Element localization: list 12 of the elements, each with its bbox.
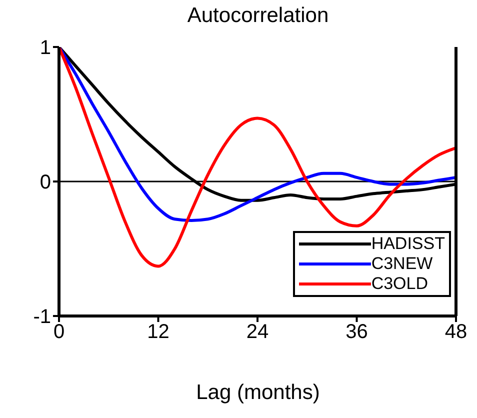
x-tick-label: 36 xyxy=(346,321,368,344)
y-tick-label: -1 xyxy=(33,306,51,328)
chart-title: Autocorrelation xyxy=(186,4,330,28)
legend-label: C3OLD xyxy=(371,274,428,294)
x-tick-label: 24 xyxy=(246,321,269,344)
x-tick-label: 12 xyxy=(147,321,170,344)
legend-label: C3NEW xyxy=(371,254,433,274)
y-tick-label: 1 xyxy=(40,37,51,60)
y-tick-label: 0 xyxy=(40,172,51,194)
x-tick-label: 48 xyxy=(444,321,468,344)
x-axis-title: Lag (months) xyxy=(195,381,321,405)
legend-label: HADISST xyxy=(371,234,445,254)
